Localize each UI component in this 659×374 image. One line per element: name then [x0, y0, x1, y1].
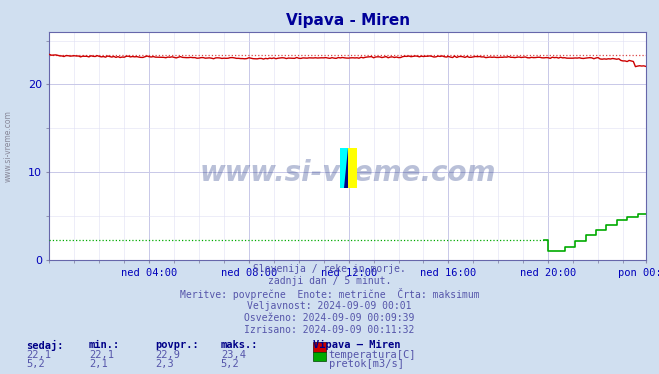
- Text: povpr.:: povpr.:: [155, 340, 198, 350]
- Text: Osveženo: 2024-09-09 00:09:39: Osveženo: 2024-09-09 00:09:39: [244, 313, 415, 323]
- Text: 5,2: 5,2: [221, 359, 239, 369]
- Text: pretok[m3/s]: pretok[m3/s]: [329, 359, 404, 369]
- Title: Vipava - Miren: Vipava - Miren: [285, 13, 410, 28]
- Text: 5,2: 5,2: [26, 359, 45, 369]
- Text: temperatura[C]: temperatura[C]: [329, 350, 416, 360]
- Text: www.si-vreme.com: www.si-vreme.com: [3, 110, 12, 182]
- Text: 22,9: 22,9: [155, 350, 180, 360]
- Text: 22,1: 22,1: [89, 350, 114, 360]
- Text: Veljavnost: 2024-09-09 00:01: Veljavnost: 2024-09-09 00:01: [247, 301, 412, 311]
- Text: 2,3: 2,3: [155, 359, 173, 369]
- Text: 2,1: 2,1: [89, 359, 107, 369]
- Text: Slovenija / reke in morje.: Slovenija / reke in morje.: [253, 264, 406, 274]
- Bar: [340, 148, 357, 187]
- Text: 22,1: 22,1: [26, 350, 51, 360]
- Text: min.:: min.:: [89, 340, 120, 350]
- Text: www.si-vreme.com: www.si-vreme.com: [200, 159, 496, 187]
- Bar: [340, 148, 348, 187]
- Text: Izrisano: 2024-09-09 00:11:32: Izrisano: 2024-09-09 00:11:32: [244, 325, 415, 335]
- Polygon shape: [344, 148, 348, 187]
- Text: sedaj:: sedaj:: [26, 340, 64, 351]
- Text: Meritve: povprečne  Enote: metrične  Črta: maksimum: Meritve: povprečne Enote: metrične Črta:…: [180, 288, 479, 300]
- Text: zadnji dan / 5 minut.: zadnji dan / 5 minut.: [268, 276, 391, 286]
- Text: maks.:: maks.:: [221, 340, 258, 350]
- Text: 23,4: 23,4: [221, 350, 246, 360]
- Text: Vipava – Miren: Vipava – Miren: [313, 340, 401, 350]
